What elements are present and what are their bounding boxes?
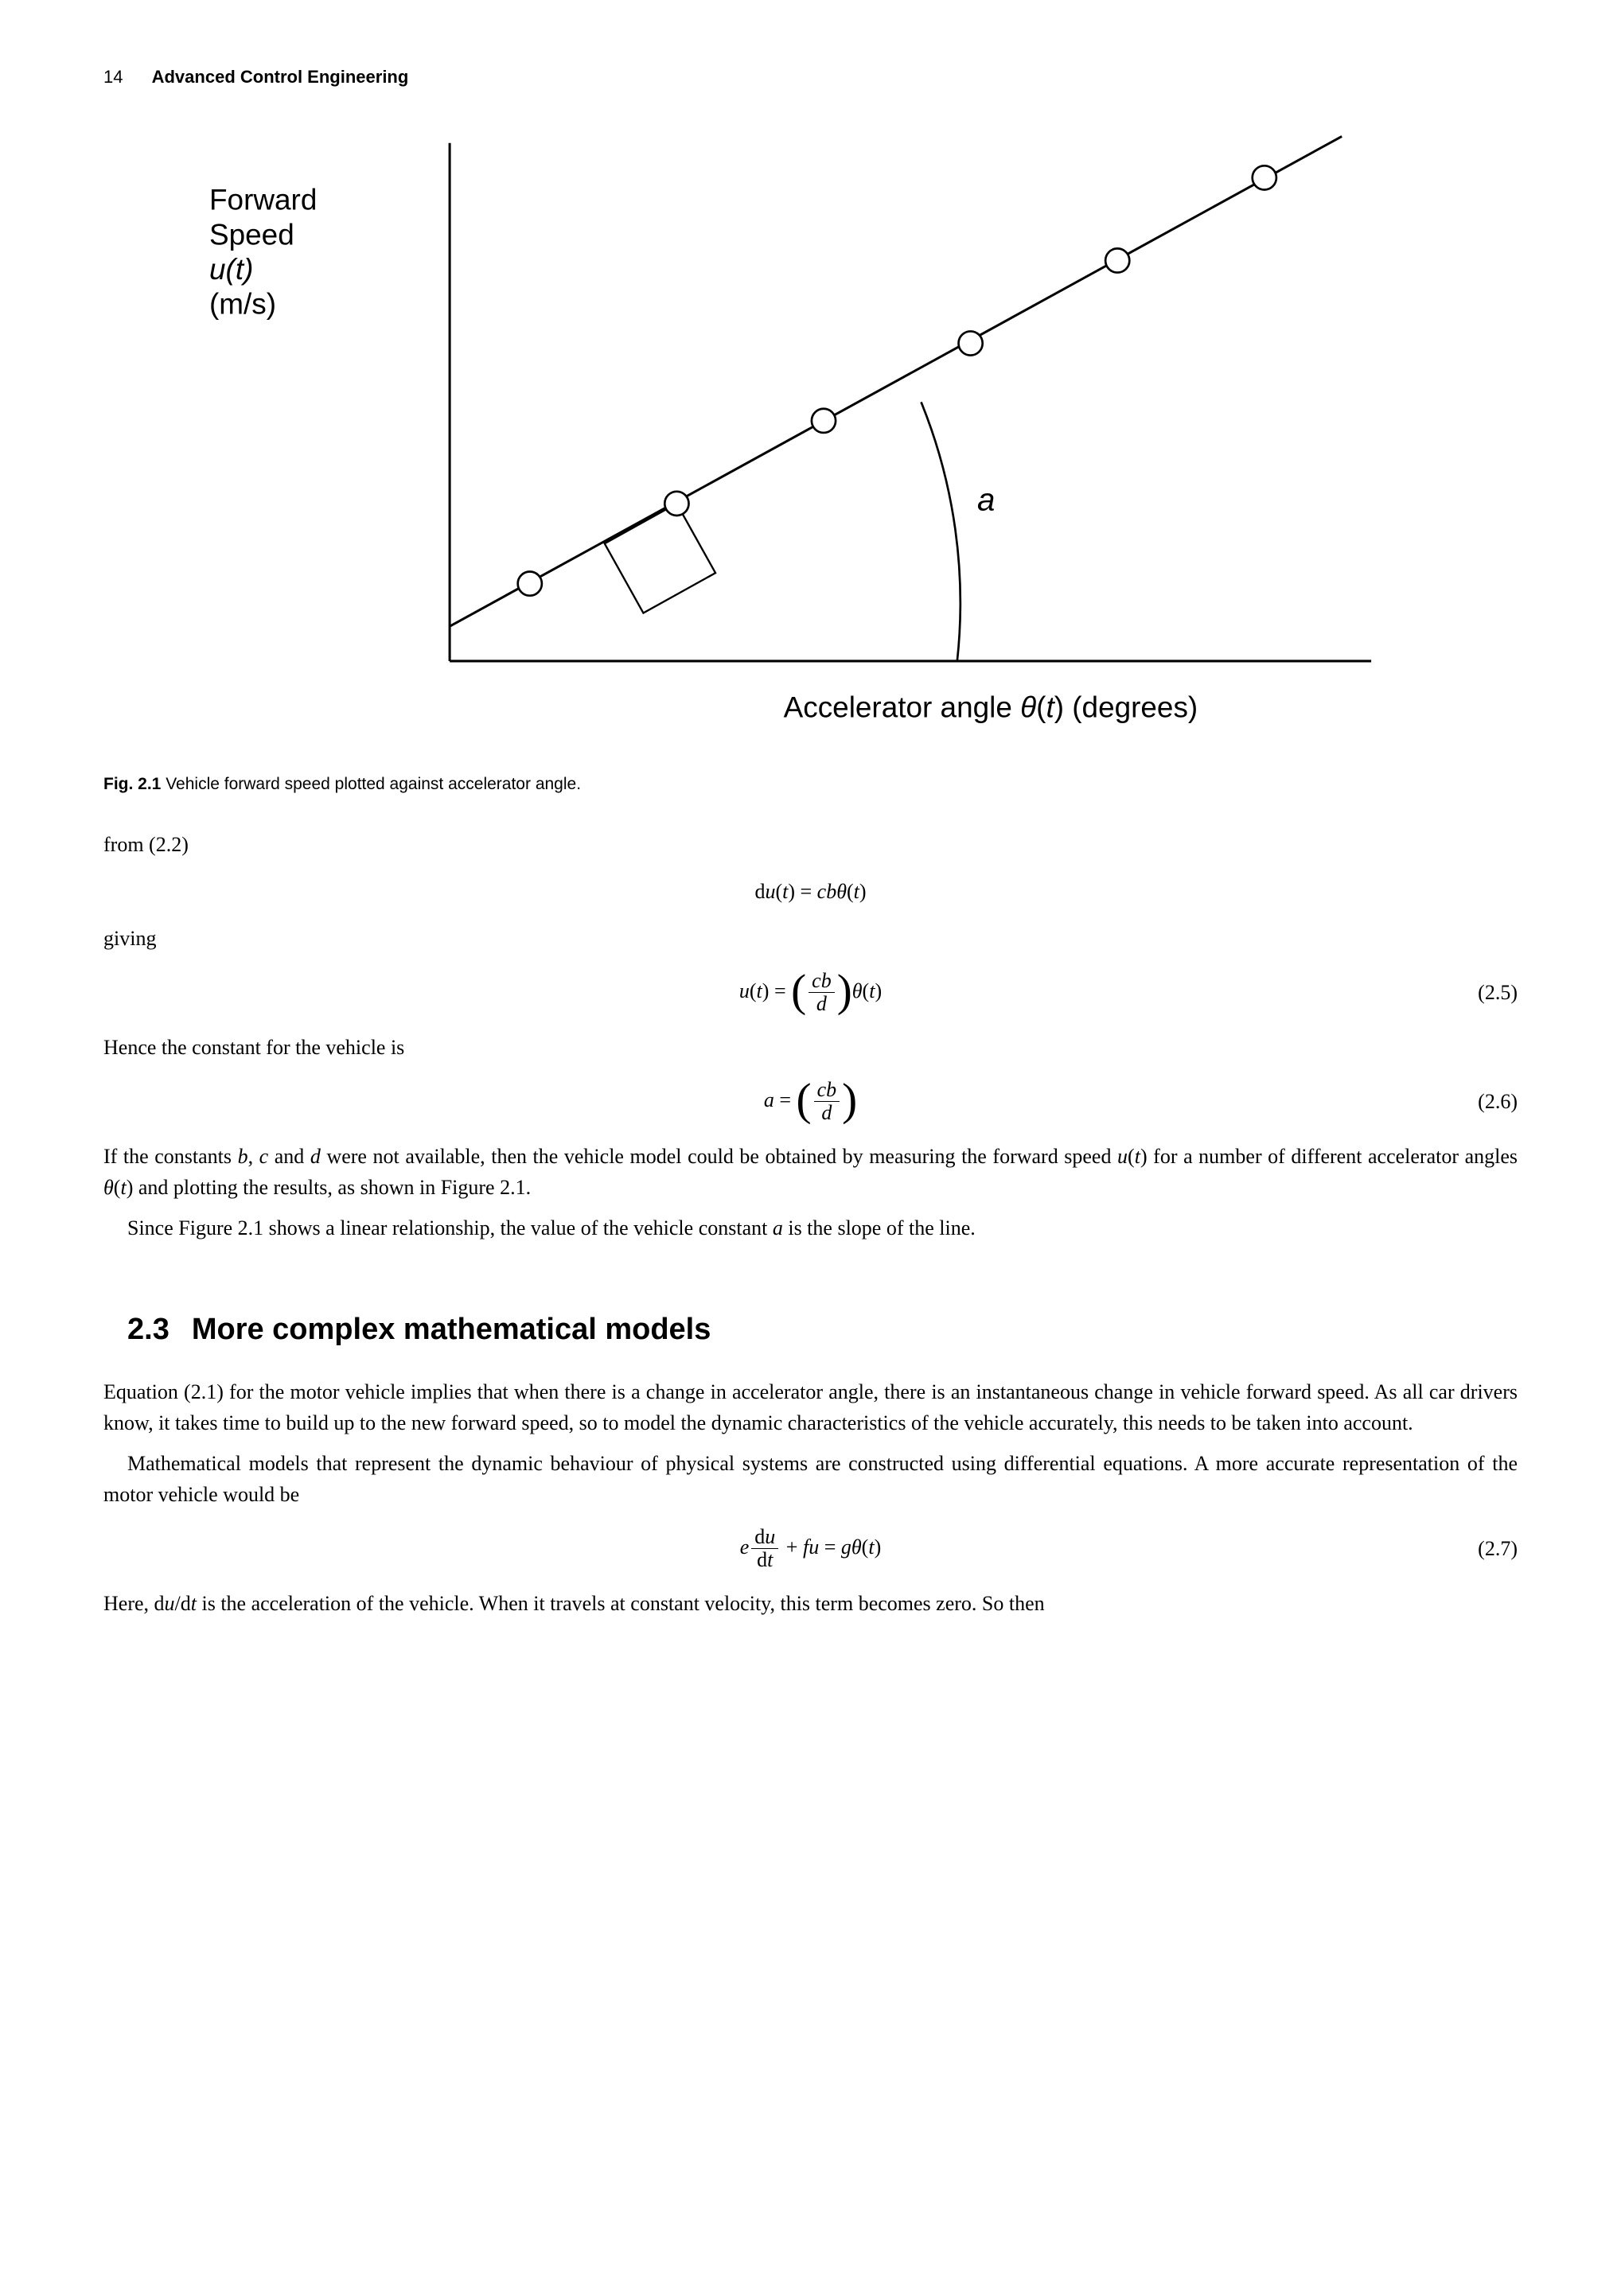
- fig-y-label-1: Forward: [209, 184, 317, 216]
- section-heading-2-3: 2.3 More complex mathematical models: [127, 1307, 1518, 1352]
- figure-caption-label: Fig. 2.1: [103, 775, 161, 793]
- eq-du-lhs: du(t) = cbθ(t): [754, 880, 866, 903]
- regression-line: [450, 136, 1342, 626]
- equation-2-6: a = (cbd) (2.6): [103, 1079, 1518, 1125]
- sec23-para3: Here, du/dt is the acceleration of the v…: [103, 1588, 1518, 1619]
- section-title: More complex mathematical models: [192, 1313, 711, 1346]
- eq-num-2-5: (2.5): [1454, 977, 1518, 1008]
- data-point: [518, 572, 542, 596]
- equation-2-5: u(t) = (cbd)θ(t) (2.5): [103, 970, 1518, 1016]
- fig-x-label: Accelerator angle θ(t) (degrees): [784, 691, 1198, 723]
- fig-y-label-4: (m/s): [209, 288, 276, 321]
- angle-label: a: [977, 481, 995, 517]
- data-point: [812, 409, 836, 433]
- figure-2-1: Forward Speed u(t) (m/s) a Accele: [209, 130, 1411, 744]
- data-point: [665, 492, 689, 516]
- right-angle-box: [605, 504, 715, 613]
- figure-svg: Forward Speed u(t) (m/s) a Accele: [209, 130, 1411, 744]
- fig-y-label-2: Speed: [209, 218, 294, 251]
- equation-2-7: edudt + fu = gθ(t) (2.7): [103, 1526, 1518, 1572]
- fig-y-label-3: u(t): [209, 253, 253, 286]
- page-number: 14: [103, 67, 123, 87]
- figure-caption: Fig. 2.1 Vehicle forward speed plotted a…: [103, 772, 1518, 797]
- data-point: [1105, 248, 1129, 272]
- sec23-para1: Equation (2.1) for the motor vehicle imp…: [103, 1376, 1518, 1438]
- angle-arc: [922, 402, 961, 661]
- sec23-para2: Mathematical models that represent the d…: [103, 1448, 1518, 1510]
- figure-caption-text: Vehicle forward speed plotted against ac…: [166, 775, 581, 793]
- text-from-22: from (2.2): [103, 829, 1518, 860]
- book-title: Advanced Control Engineering: [152, 67, 409, 87]
- text-giving: giving: [103, 923, 1518, 954]
- page-header: 14 Advanced Control Engineering: [103, 64, 1518, 90]
- para-constants: If the constants b, c and d were not ava…: [103, 1141, 1518, 1203]
- text-hence: Hence the constant for the vehicle is: [103, 1032, 1518, 1063]
- section-number: 2.3: [127, 1313, 170, 1346]
- para-since: Since Figure 2.1 shows a linear relation…: [103, 1212, 1518, 1243]
- data-point: [1253, 165, 1276, 189]
- eq-num-2-6: (2.6): [1454, 1086, 1518, 1117]
- data-point: [959, 331, 983, 355]
- eq-num-2-7: (2.7): [1454, 1533, 1518, 1564]
- equation-du: du(t) = cbθ(t): [103, 876, 1518, 907]
